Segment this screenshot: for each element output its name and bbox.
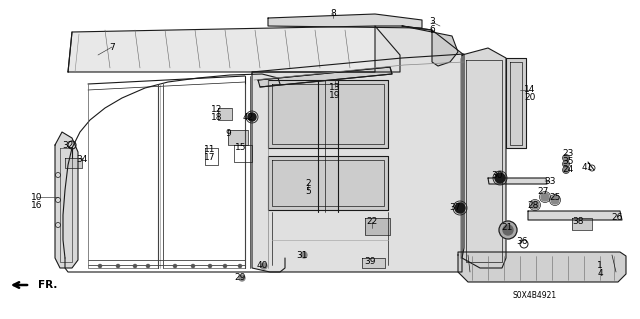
Circle shape (455, 203, 465, 213)
Text: 20: 20 (524, 93, 536, 102)
Text: 42: 42 (243, 113, 253, 122)
Text: 24: 24 (563, 165, 573, 174)
Polygon shape (488, 178, 547, 184)
Polygon shape (268, 14, 422, 28)
Text: 18: 18 (211, 114, 223, 122)
Text: 23: 23 (563, 149, 573, 158)
Circle shape (563, 161, 568, 167)
Text: 37: 37 (449, 203, 461, 211)
Circle shape (301, 252, 307, 258)
Circle shape (563, 155, 568, 160)
Circle shape (208, 264, 212, 268)
Text: FR.: FR. (38, 280, 58, 290)
Circle shape (223, 264, 227, 268)
Text: 16: 16 (31, 201, 43, 210)
Text: 9: 9 (225, 129, 231, 137)
Text: 41: 41 (581, 162, 593, 172)
Circle shape (133, 264, 137, 268)
Text: 38: 38 (572, 218, 584, 226)
Text: 14: 14 (524, 85, 536, 94)
Circle shape (173, 264, 177, 268)
Polygon shape (458, 252, 626, 282)
Text: 2: 2 (305, 179, 311, 188)
Polygon shape (65, 158, 82, 168)
Text: 17: 17 (204, 153, 216, 162)
Text: 32: 32 (62, 140, 74, 150)
Polygon shape (258, 67, 392, 87)
Polygon shape (228, 130, 248, 145)
Text: 39: 39 (364, 257, 376, 266)
Text: 15: 15 (236, 144, 247, 152)
Text: 1: 1 (597, 261, 603, 270)
Circle shape (146, 264, 150, 268)
Text: 26: 26 (611, 212, 623, 221)
Circle shape (551, 196, 559, 204)
Text: 21: 21 (501, 224, 513, 233)
Text: 5: 5 (305, 187, 311, 196)
Circle shape (541, 193, 549, 201)
Text: 30: 30 (492, 170, 503, 180)
Polygon shape (528, 211, 622, 220)
Polygon shape (268, 156, 388, 210)
Text: 33: 33 (544, 177, 556, 187)
Text: 34: 34 (76, 155, 88, 165)
Text: 13: 13 (329, 83, 340, 92)
Polygon shape (362, 258, 385, 268)
Polygon shape (218, 108, 232, 120)
Text: S0X4B4921: S0X4B4921 (513, 291, 557, 300)
Text: 7: 7 (109, 42, 115, 51)
Circle shape (495, 173, 505, 183)
Polygon shape (402, 26, 458, 66)
Circle shape (191, 264, 195, 268)
Text: 6: 6 (429, 26, 435, 34)
Text: 40: 40 (256, 261, 268, 270)
Circle shape (238, 264, 242, 268)
Text: 29: 29 (234, 273, 246, 283)
Text: 11: 11 (204, 145, 216, 154)
Circle shape (116, 264, 120, 268)
Circle shape (248, 113, 256, 121)
Text: 31: 31 (296, 250, 308, 259)
Polygon shape (68, 26, 400, 72)
Text: 8: 8 (330, 9, 336, 18)
Circle shape (499, 221, 517, 239)
Circle shape (503, 225, 513, 235)
Text: 28: 28 (527, 201, 539, 210)
Circle shape (531, 201, 539, 209)
Polygon shape (365, 218, 390, 235)
Text: 3: 3 (429, 18, 435, 26)
Text: 25: 25 (549, 192, 561, 202)
Circle shape (98, 264, 102, 268)
Circle shape (563, 167, 568, 173)
Text: 19: 19 (329, 91, 340, 100)
Text: 36: 36 (516, 238, 528, 247)
Polygon shape (55, 132, 78, 268)
Circle shape (261, 263, 267, 269)
Text: 35: 35 (563, 157, 573, 166)
Polygon shape (252, 26, 464, 272)
Polygon shape (506, 58, 526, 148)
Text: 22: 22 (366, 218, 378, 226)
Polygon shape (462, 48, 506, 268)
Text: 12: 12 (211, 106, 223, 115)
Polygon shape (268, 80, 388, 148)
Text: 27: 27 (538, 188, 548, 197)
Text: 4: 4 (597, 269, 603, 278)
Polygon shape (572, 218, 592, 230)
Circle shape (239, 275, 245, 281)
Text: 10: 10 (31, 192, 43, 202)
